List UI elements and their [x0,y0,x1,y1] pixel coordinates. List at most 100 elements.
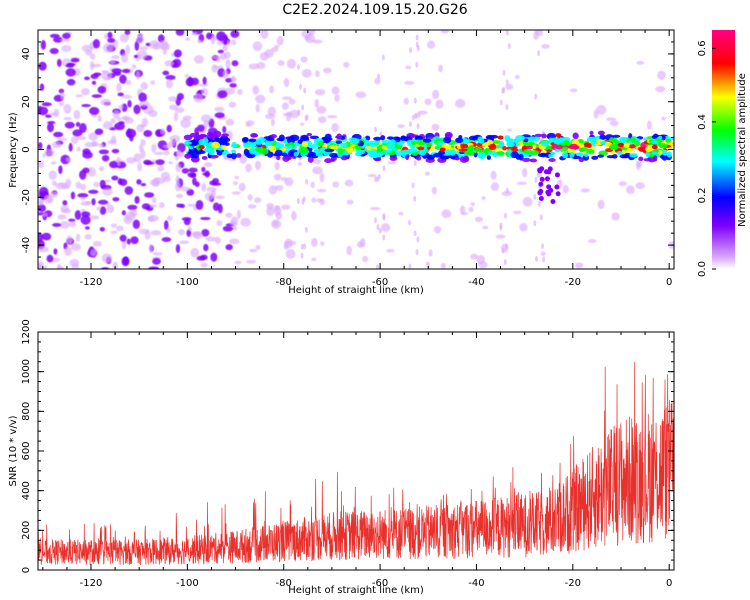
noise-blob [119,33,129,43]
noise-blob [169,134,181,143]
noise-blob [74,210,82,220]
noise-blob [140,149,146,160]
noise-blob [124,30,131,35]
noise-blob [185,37,191,41]
noise-blob [166,227,171,233]
colorbar-tick-label: 0.6 [697,40,708,56]
band-blob [221,145,227,150]
snr-y-label: SNR (10 * v/v) [8,415,19,486]
band-blob [454,157,460,161]
noise-blob [57,214,67,220]
noise-blob [64,121,75,129]
band-blob [337,148,343,155]
band-blob [184,141,193,145]
noise-blob [168,96,178,102]
streak-blob [301,104,305,111]
noise-blob [264,113,276,120]
noise-blob [176,203,183,208]
noise-blob [61,184,69,190]
noise-blob [316,106,327,114]
noise-blob [275,211,283,220]
noise-blob [248,63,260,70]
noise-blob [182,115,192,121]
streak-blob [297,64,301,71]
band-blob [270,134,277,139]
band-blob [458,148,468,152]
noise-blob [204,170,210,178]
band-blob [231,141,237,149]
tail-blob [537,190,543,196]
band-blob [212,130,222,138]
band-blob [428,135,434,139]
noise-blob [91,80,97,85]
noise-blob [260,30,269,39]
noise-blob [255,103,260,113]
streak-blob [416,236,420,243]
band-blob [300,134,309,141]
noise-blob [130,236,139,245]
noise-blob [187,172,197,178]
band-blob [589,130,594,136]
noise-blob [41,102,52,107]
noise-blob [153,151,164,156]
snr-panel: -120 -100 -80 -60 -40 -20 0 0 200 400 600 800 1000 1… [8,319,675,596]
noise-blob [210,189,216,199]
band-blob [645,150,650,158]
noise-blob [118,104,124,110]
band-blob [401,149,412,155]
streak-blob [382,213,386,220]
noise-blob [51,180,57,186]
noise-blob [59,220,70,229]
noise-blob [386,248,395,253]
peak-blob [618,142,624,147]
noise-blob [48,170,57,180]
noise-blob [126,238,131,245]
band-blob [293,152,299,157]
noise-blob [210,252,218,262]
noise-blob [495,234,506,239]
noise-blob [158,202,165,209]
noise-blob [224,87,236,95]
streak-blob [382,234,386,241]
noise-blob [468,207,474,213]
noise-blob [119,74,127,84]
noise-blob [626,185,635,195]
noise-blob [283,78,290,88]
noise-blob [144,192,155,198]
streak-blob [499,224,503,231]
band-blob [455,137,464,144]
noise-blob [98,199,109,205]
noise-blob [285,248,296,259]
streak-blob [415,249,419,256]
noise-blob [217,203,223,214]
spectrogram-marks [38,30,674,269]
band-blob [609,143,619,151]
noise-blob [184,74,190,78]
noise-blob [317,116,327,124]
noise-blob [387,161,396,165]
band-blob [622,142,630,148]
y-tick-label: 1200 [21,319,32,344]
noise-blob [92,240,102,247]
noise-blob [236,209,241,220]
band-blob [523,138,529,143]
band-blob [653,155,658,162]
noise-blob [80,201,91,206]
noise-blob [282,96,293,101]
noise-blob [173,111,179,122]
streak-blob [533,220,537,227]
noise-blob [312,158,322,165]
band-blob [638,147,647,153]
band-blob [291,155,297,159]
noise-blob [40,39,46,50]
noise-blob [46,254,54,263]
noise-blob [646,120,652,130]
noise-blob [121,240,127,249]
noise-blob [121,210,126,216]
noise-blob [200,262,208,268]
band-blob [324,148,335,153]
streak-blob [305,114,309,121]
band-blob [432,152,443,158]
band-blob [410,140,418,145]
